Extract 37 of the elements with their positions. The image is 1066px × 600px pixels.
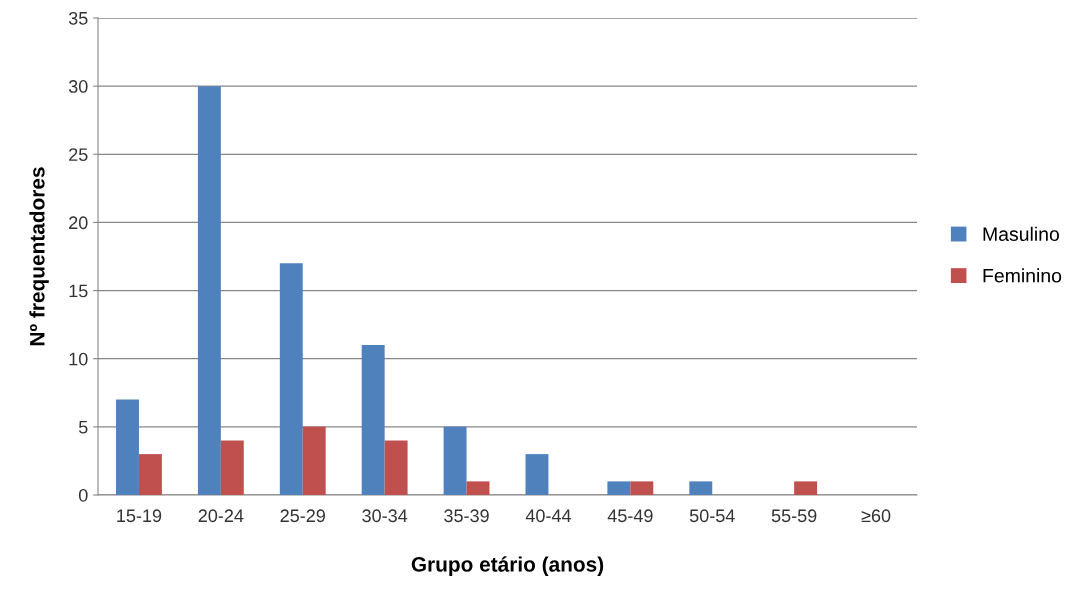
bar xyxy=(443,426,467,495)
x-tick-label: 50-54 xyxy=(689,509,735,523)
bar xyxy=(302,426,326,495)
bar xyxy=(630,481,654,495)
x-tick-label: ≥60 xyxy=(861,509,891,523)
bar xyxy=(466,481,490,495)
x-tick-label: 25-29 xyxy=(280,509,325,523)
bar xyxy=(197,86,221,495)
x-tick-label: 20-24 xyxy=(198,509,244,523)
bar xyxy=(138,454,162,495)
bar xyxy=(116,399,139,495)
legend-label: Feminino xyxy=(983,268,1062,283)
x-axis-title: Grupo etário (anos) xyxy=(411,556,604,576)
x-tick-label: 15-19 xyxy=(117,509,162,523)
y-tick-label: 35 xyxy=(68,11,88,25)
x-tick-label: 35-39 xyxy=(444,509,489,523)
y-tick-label: 5 xyxy=(78,420,88,434)
y-tick-label: 20 xyxy=(69,216,88,230)
bar xyxy=(361,345,385,495)
bar xyxy=(525,454,549,495)
bar xyxy=(794,481,818,495)
x-tick-label: 30-34 xyxy=(362,509,408,523)
y-axis-title: Nº frequentadores xyxy=(29,167,49,346)
bar xyxy=(384,440,408,495)
x-tick-label: 40-44 xyxy=(525,509,572,523)
y-tick-label: 10 xyxy=(69,352,88,366)
y-tick-label: 25 xyxy=(69,148,88,162)
y-tick-label: 15 xyxy=(69,284,88,298)
bar xyxy=(607,481,631,495)
bar xyxy=(689,481,713,495)
y-tick-label: 30 xyxy=(68,80,88,93)
legend-label: Masulino xyxy=(983,226,1059,241)
bar xyxy=(220,440,244,495)
x-tick-label: 45-49 xyxy=(607,509,653,523)
bar xyxy=(279,263,303,495)
x-tick-label: 55-59 xyxy=(771,509,817,523)
y-tick-label: 0 xyxy=(78,488,88,502)
